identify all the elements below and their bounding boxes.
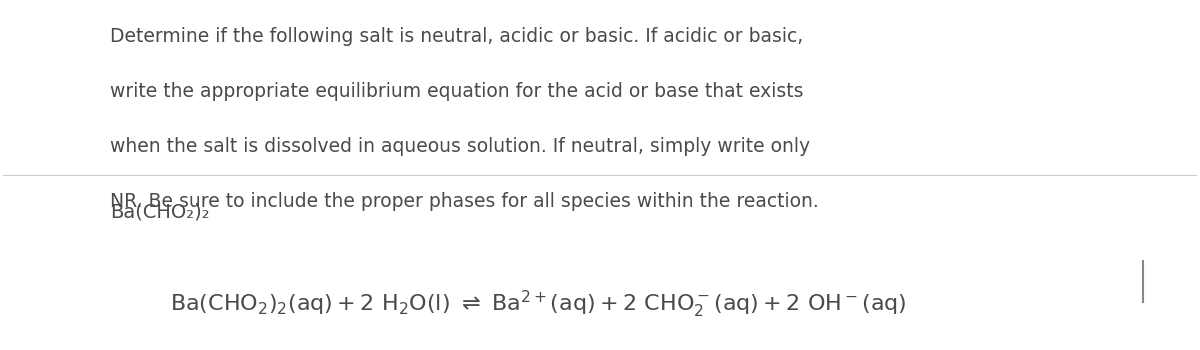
Text: Determine if the following salt is neutral, acidic or basic. If acidic or basic,: Determine if the following salt is neutr… — [110, 27, 804, 46]
Text: $\mathregular{Ba(CHO_2)_2(aq) + 2\ H_2O(l)}$ $\rightleftharpoons$ $\mathregular{: $\mathregular{Ba(CHO_2)_2(aq) + 2\ H_2O(… — [170, 289, 907, 320]
Text: Ba(CHO₂)₂: Ba(CHO₂)₂ — [110, 203, 210, 222]
Text: NR. Be sure to include the proper phases for all species within the reaction.: NR. Be sure to include the proper phases… — [110, 192, 820, 211]
Text: when the salt is dissolved in aqueous solution. If neutral, simply write only: when the salt is dissolved in aqueous so… — [110, 137, 810, 156]
Text: write the appropriate equilibrium equation for the acid or base that exists: write the appropriate equilibrium equati… — [110, 82, 804, 101]
